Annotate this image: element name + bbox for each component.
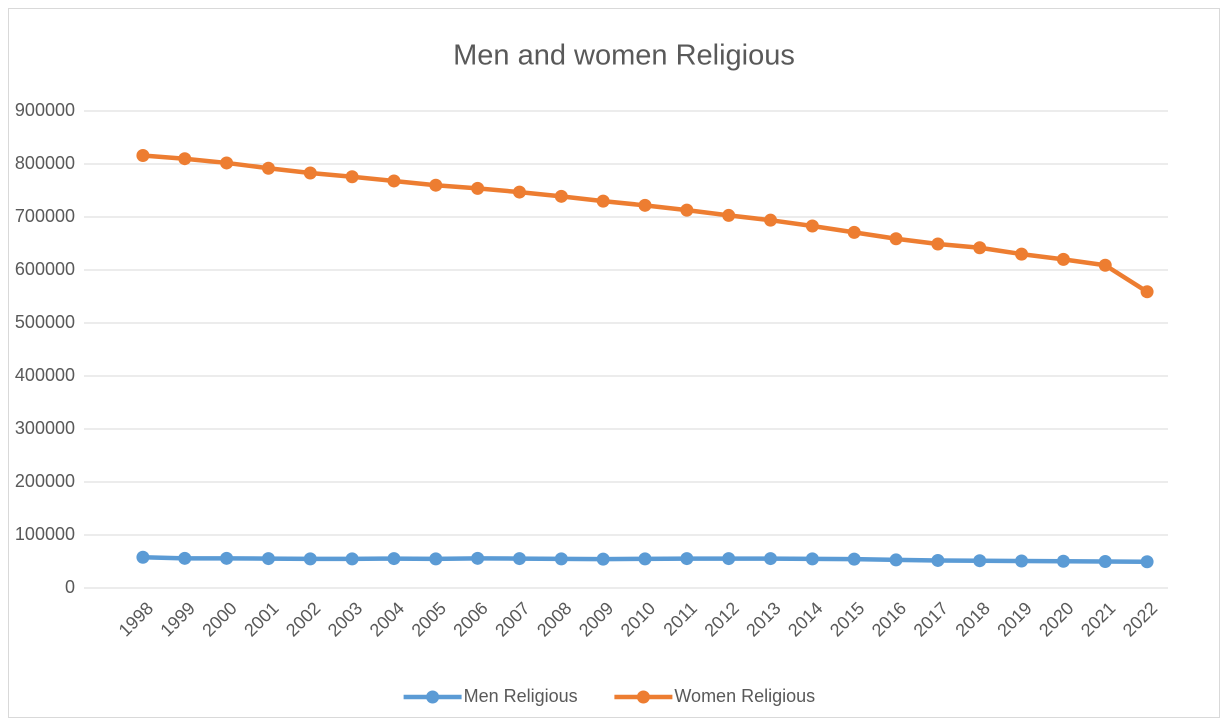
data-point (973, 241, 987, 255)
data-point (889, 232, 903, 246)
y-tick-label: 100000 (15, 524, 75, 544)
legend-marker (636, 690, 650, 704)
y-tick-label: 600000 (15, 259, 75, 279)
chart-border (8, 8, 1220, 718)
data-point (847, 225, 861, 239)
data-point (178, 152, 192, 166)
data-point (429, 178, 443, 192)
data-point (512, 185, 526, 199)
data-point (931, 553, 945, 567)
data-point (1140, 285, 1154, 299)
legend-label: Women Religious (674, 686, 815, 706)
data-point (1015, 554, 1029, 568)
data-point (387, 174, 401, 188)
data-point (220, 551, 234, 565)
legend-marker (426, 690, 440, 704)
data-point (722, 208, 736, 222)
data-point (303, 552, 317, 566)
data-point (1098, 258, 1112, 272)
data-point (764, 213, 778, 227)
y-tick-label: 300000 (15, 418, 75, 438)
data-point (764, 552, 778, 566)
data-point (973, 554, 987, 568)
data-point (554, 552, 568, 566)
y-tick-label: 0 (65, 577, 75, 597)
data-point (638, 198, 652, 212)
data-point (178, 551, 192, 565)
data-point (136, 550, 150, 564)
y-tick-label: 900000 (15, 100, 75, 120)
y-tick-label: 500000 (15, 312, 75, 332)
data-point (805, 552, 819, 566)
y-tick-label: 200000 (15, 471, 75, 491)
data-point (1015, 247, 1029, 261)
data-point (1140, 555, 1154, 569)
data-point (1056, 252, 1070, 266)
legend-label: Men Religious (464, 686, 578, 706)
data-point (471, 551, 485, 565)
data-point (1056, 554, 1070, 568)
data-point (596, 552, 610, 566)
data-point (596, 194, 610, 208)
data-point (847, 552, 861, 566)
y-tick-label: 800000 (15, 153, 75, 173)
data-point (429, 552, 443, 566)
data-point (345, 552, 359, 566)
data-point (387, 552, 401, 566)
data-point (512, 552, 526, 566)
data-point (261, 552, 275, 566)
data-point (1098, 555, 1112, 568)
data-point (136, 149, 150, 163)
data-point (303, 166, 317, 180)
data-point (471, 181, 485, 195)
data-point (722, 552, 736, 566)
data-point (805, 219, 819, 233)
data-point (889, 553, 903, 567)
y-tick-label: 400000 (15, 365, 75, 385)
y-tick-label: 700000 (15, 206, 75, 226)
data-point (680, 552, 694, 566)
chart-title: Men and women Religious (453, 40, 795, 72)
data-point (680, 203, 694, 217)
data-point (638, 552, 652, 566)
data-point (931, 237, 945, 251)
data-point (220, 156, 234, 170)
data-point (554, 189, 568, 203)
data-point (345, 170, 359, 184)
data-point (261, 161, 275, 175)
